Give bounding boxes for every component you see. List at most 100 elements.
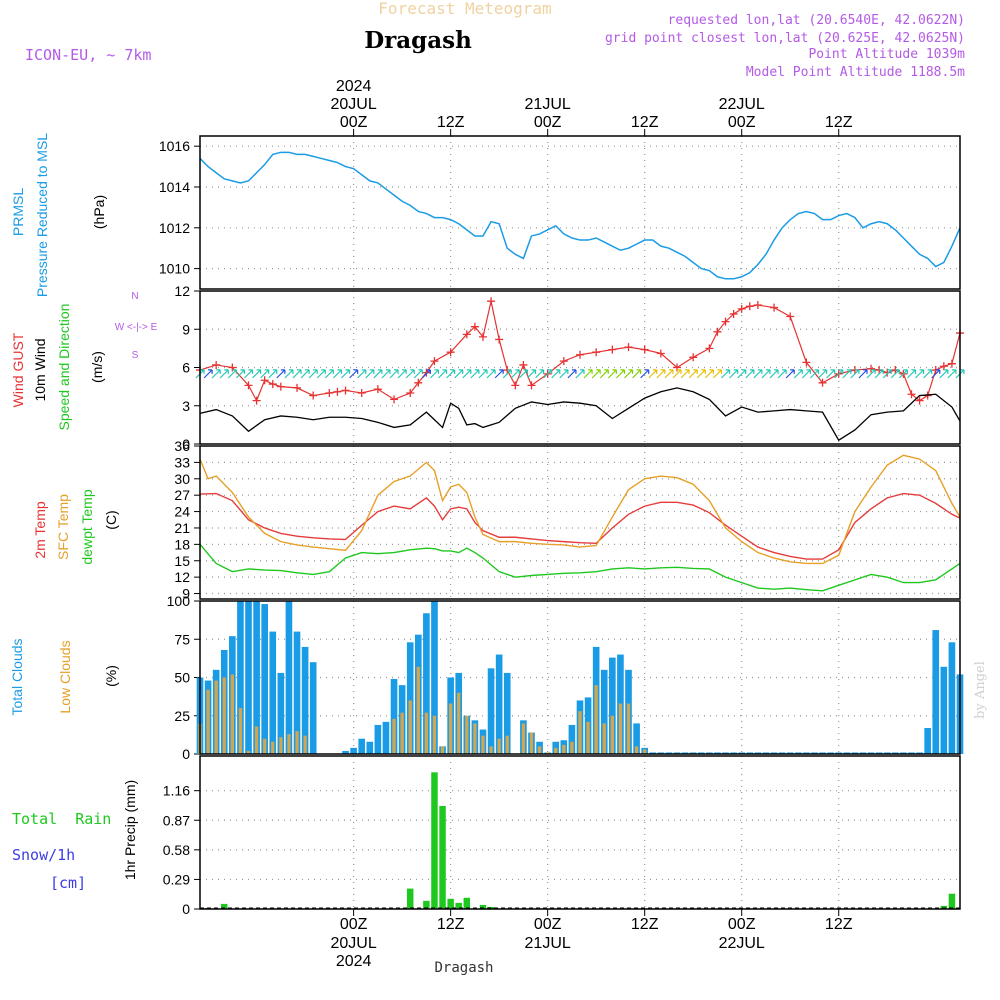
wind-direction-arrow — [381, 369, 391, 379]
total-cloud-bar — [366, 741, 374, 754]
low-cloud-bar — [546, 752, 550, 754]
total-cloud-bar — [908, 752, 915, 754]
wind-direction-arrow — [357, 369, 367, 379]
bottom-axis-label: 00Z — [534, 916, 562, 933]
wind-direction-arrow — [349, 369, 359, 379]
gust-point — [212, 360, 221, 369]
total-cloud-bar — [423, 613, 430, 754]
total-cloud-bar — [237, 601, 244, 754]
gust-point — [276, 382, 285, 391]
total-cloud-bar — [350, 747, 357, 754]
y-tick-label: 1.16 — [163, 783, 190, 799]
sfc-line — [199, 454, 961, 565]
total-cloud-bar — [277, 672, 285, 754]
gust-point — [592, 348, 601, 357]
total-cloud-bar — [665, 752, 673, 754]
gust-point — [333, 387, 342, 396]
wind-direction-arrow — [882, 369, 892, 379]
wind-direction-arrow — [446, 369, 456, 379]
total-cloud-bar — [714, 752, 721, 754]
gust-point — [608, 345, 617, 354]
rain-bar — [463, 897, 471, 909]
low-cloud-bar — [618, 703, 623, 754]
total-cloud-bar — [843, 752, 851, 754]
gust-point — [867, 364, 876, 373]
wind-direction-arrow — [704, 369, 714, 379]
temp-sfc-label: SFC Temp — [55, 494, 71, 560]
y-tick-label: 15 — [174, 553, 190, 569]
gust-point — [462, 330, 471, 339]
gust-point — [341, 386, 350, 395]
top-axis-label: 00Z — [534, 114, 562, 131]
y-tick-label: 3 — [182, 398, 190, 414]
total-cloud-bar — [681, 752, 689, 754]
total-cloud-bar — [689, 752, 697, 754]
wind-direction-arrow — [413, 369, 423, 379]
total-cloud-bar — [794, 752, 802, 754]
total-cloud-bar — [803, 752, 810, 754]
wind-direction-arrow — [389, 369, 399, 379]
gust-point — [470, 322, 479, 331]
wind-direction-arrow — [890, 369, 900, 379]
wind-direction-arrow — [341, 369, 351, 379]
gust-point — [786, 312, 795, 321]
y-tick-label: 1016 — [159, 138, 190, 154]
gust-point — [357, 389, 366, 397]
low-cloud-bar — [578, 711, 582, 754]
low-cloud-bar — [465, 715, 469, 754]
total-clouds-label: Total Clouds — [9, 638, 25, 715]
y-tick-label: 24 — [174, 504, 190, 520]
wind-direction-arrow — [696, 369, 706, 379]
gust-point — [818, 378, 827, 387]
wind-gust-label: Wind GUST — [10, 332, 26, 407]
total-cloud-bar — [374, 724, 382, 754]
precip-unit: 1hr Precip (mm) — [122, 780, 138, 880]
y-tick-label: 1014 — [159, 179, 190, 195]
total-cloud-bar — [835, 752, 843, 754]
wind-direction-arrow — [761, 369, 771, 379]
total-cloud-bar — [245, 601, 252, 754]
wind-direction-arrow — [397, 369, 407, 379]
low-cloud-bar — [554, 747, 558, 754]
panel-frame — [199, 600, 961, 755]
gust-point — [414, 378, 423, 387]
gust-point — [729, 309, 738, 318]
total-cloud-bar — [568, 724, 576, 754]
y-tick-label: 12 — [174, 569, 190, 585]
total-cloud-bar — [851, 752, 859, 754]
y-tick-label: 100 — [167, 593, 191, 609]
gust-point — [802, 358, 811, 367]
total-cloud-bar — [293, 631, 301, 754]
gust-point — [527, 381, 536, 390]
wind-direction-arrow — [858, 369, 868, 379]
wind-direction-arrow — [316, 369, 326, 379]
wind-direction-arrow — [438, 369, 448, 379]
bottom-axis-label: 12Z — [631, 916, 659, 933]
low-cloud-bar — [303, 735, 307, 754]
total-cloud-bar — [649, 752, 657, 754]
total-cloud-bar — [811, 752, 818, 754]
low-cloud-bar — [643, 749, 647, 754]
gust-point — [576, 350, 584, 359]
gust-point — [947, 359, 956, 368]
low-cloud-bar — [586, 721, 590, 754]
temp-2m-label: 2m Temp — [32, 501, 48, 559]
wind-direction-arrow — [664, 369, 674, 379]
wind-direction-arrow — [486, 369, 496, 379]
total-cloud-bar — [633, 723, 640, 754]
total-cloud-bar — [406, 642, 414, 754]
wind-direction-arrow — [688, 369, 698, 379]
wind-direction-arrow — [583, 369, 593, 379]
wind-direction-arrow — [931, 369, 941, 379]
wind-direction-arrow — [874, 369, 884, 379]
wind-direction-arrow — [260, 369, 270, 379]
gust-point — [737, 304, 746, 313]
total-cloud-bar — [657, 752, 665, 754]
clouds-unit: (%) — [103, 665, 119, 687]
top-axis-label: 2024 — [336, 78, 372, 95]
low-cloud-bar — [222, 677, 226, 754]
gust-point — [495, 335, 504, 344]
